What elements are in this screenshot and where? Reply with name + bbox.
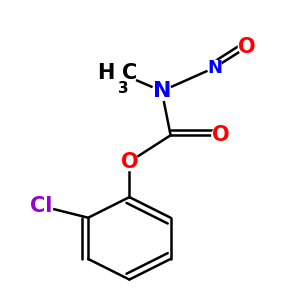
Circle shape xyxy=(207,60,222,75)
Circle shape xyxy=(212,126,230,144)
Text: O: O xyxy=(238,37,256,57)
Text: Cl: Cl xyxy=(30,196,52,216)
Text: H: H xyxy=(97,63,115,83)
Text: O: O xyxy=(121,152,138,172)
Circle shape xyxy=(121,153,138,171)
Circle shape xyxy=(238,38,256,56)
Text: N: N xyxy=(152,81,171,101)
Text: 3: 3 xyxy=(118,81,128,96)
Text: C: C xyxy=(122,63,137,83)
Circle shape xyxy=(29,194,53,218)
Circle shape xyxy=(104,57,137,90)
Text: N: N xyxy=(207,58,222,76)
Circle shape xyxy=(152,82,171,100)
Text: O: O xyxy=(212,125,230,145)
